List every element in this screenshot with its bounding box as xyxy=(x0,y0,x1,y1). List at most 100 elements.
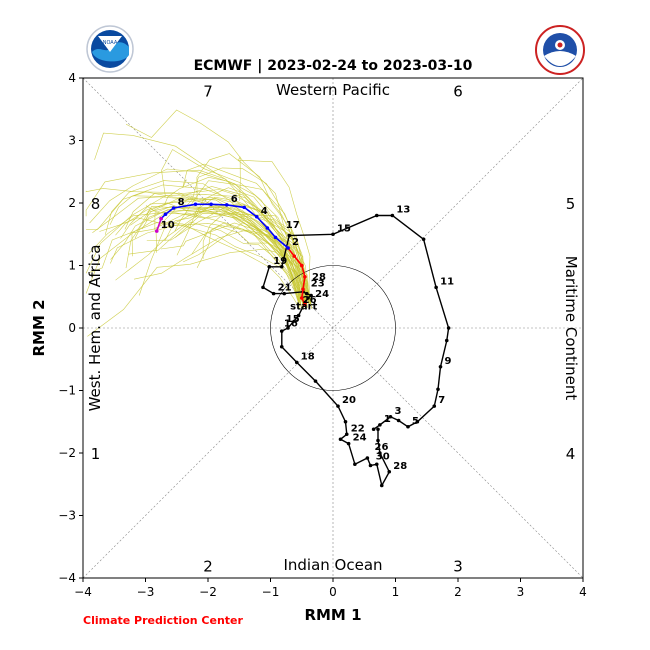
forecast-week2-point xyxy=(254,214,259,219)
y-tick-label: −3 xyxy=(58,509,76,523)
observed-day-label: 5 xyxy=(412,416,419,427)
observed-day-label: 30 xyxy=(376,451,390,462)
observed-point xyxy=(387,469,392,474)
observed-point xyxy=(378,451,382,455)
observed-day-label: 22 xyxy=(351,423,365,434)
y-tick-label: 2 xyxy=(68,196,76,210)
x-tick-label: 1 xyxy=(392,585,400,599)
ensemble-line xyxy=(86,191,302,305)
ensemble-line xyxy=(125,109,301,302)
ensemble-line xyxy=(85,188,299,300)
y-tick-label: 3 xyxy=(68,134,76,148)
observed-point xyxy=(444,338,449,343)
region-label-right: Maritime Continent xyxy=(562,256,580,401)
observed-point xyxy=(271,291,276,296)
y-tick-label: 4 xyxy=(68,71,76,85)
observed-point xyxy=(338,437,343,442)
observed-point xyxy=(267,264,272,269)
forecast-week1-point xyxy=(299,263,304,268)
x-tick-label: 2 xyxy=(454,585,462,599)
observed-point xyxy=(376,438,380,443)
observed-point xyxy=(388,414,393,419)
observed-point xyxy=(406,424,410,429)
observed-day-label: 21 xyxy=(278,283,292,294)
region-label-bottom: Indian Ocean xyxy=(283,556,382,574)
observed-point xyxy=(306,296,310,300)
observed-day-label: 16 xyxy=(284,318,298,329)
observed-point xyxy=(343,419,348,424)
observed-day-label: 28 xyxy=(312,272,326,283)
observed-point xyxy=(446,326,451,330)
observed-point xyxy=(436,387,440,392)
observed-day-label: 9 xyxy=(445,356,452,367)
observed-day-label: 15 xyxy=(286,314,300,325)
x-tick-label: −4 xyxy=(74,585,92,599)
observed-point xyxy=(371,427,376,432)
forecast-week2-point xyxy=(171,206,176,210)
chart-title: ECMWF | 2023-02-24 to 2023-03-10 xyxy=(194,58,473,74)
forecast-week1-point xyxy=(303,302,307,307)
ensemble-members xyxy=(85,109,313,337)
y-axis-label: RMM 2 xyxy=(30,299,48,356)
ensemble-line xyxy=(124,189,305,303)
observed-day-label: 3 xyxy=(395,406,402,417)
observed-day-label: 24 xyxy=(315,289,329,300)
ensemble-line xyxy=(85,194,305,300)
forecast-end-point xyxy=(154,229,159,233)
observed-point xyxy=(279,344,284,349)
observed-day-label: 20 xyxy=(342,395,356,406)
noaa-logo: NOAA xyxy=(86,25,134,73)
forecast-week1-point xyxy=(301,287,305,292)
diagonal-line xyxy=(82,77,584,579)
observed-point xyxy=(365,456,370,460)
forecast-week2-point xyxy=(209,202,213,207)
observed-day-label: 15 xyxy=(337,223,351,234)
observed-point xyxy=(378,423,382,427)
phase-number: 1 xyxy=(91,445,101,463)
observed-day-label: 24 xyxy=(353,433,367,444)
observed-point xyxy=(331,232,335,237)
forecast-day-label: 10 xyxy=(161,220,175,231)
observed-day-label: 28 xyxy=(393,461,407,472)
observed-day-label: 26 xyxy=(375,442,389,453)
nws-logo xyxy=(535,25,585,75)
unit-circle xyxy=(270,265,396,391)
phase-number: 6 xyxy=(453,83,463,101)
forecast-week2-point xyxy=(242,205,247,210)
forecast-week1-point xyxy=(299,296,304,300)
forecast-day-label: 8 xyxy=(178,197,185,208)
observed-point xyxy=(432,404,437,408)
observed-point xyxy=(434,285,438,290)
x-tick-label: 3 xyxy=(517,585,525,599)
ensemble-line xyxy=(131,212,300,308)
observed-point xyxy=(279,329,284,333)
ensemble-line xyxy=(110,209,301,303)
ensemble-line xyxy=(237,156,311,302)
forecast-week2-point xyxy=(224,203,229,207)
observed-point xyxy=(368,463,373,468)
ensemble-line xyxy=(104,180,303,303)
observed-point xyxy=(344,432,349,437)
x-tick-label: −2 xyxy=(199,585,217,599)
ensemble-line xyxy=(182,163,306,304)
region-label-top: Western Pacific xyxy=(276,81,390,99)
observed-day-label: 23 xyxy=(311,278,325,289)
observed-point xyxy=(279,264,284,269)
forecast-end-line xyxy=(156,218,162,232)
forecast-week2-point xyxy=(265,226,270,230)
x-axis-label: RMM 1 xyxy=(304,606,361,624)
observed-point xyxy=(304,291,309,296)
forecast-week1-point xyxy=(303,274,307,279)
observed-point xyxy=(415,419,420,424)
phase-number: 8 xyxy=(91,195,101,213)
phase-number: 5 xyxy=(566,195,576,213)
credit-text: Climate Prediction Center xyxy=(83,614,243,627)
y-tick-label: −2 xyxy=(58,446,76,460)
observed-point xyxy=(336,404,340,408)
region-label-left: West. Hem. and Africa xyxy=(86,245,104,412)
y-tick-label: −4 xyxy=(58,571,76,585)
observed-point xyxy=(313,379,318,383)
forecast-week2-point xyxy=(163,212,168,217)
forecast-end-point xyxy=(159,216,163,221)
